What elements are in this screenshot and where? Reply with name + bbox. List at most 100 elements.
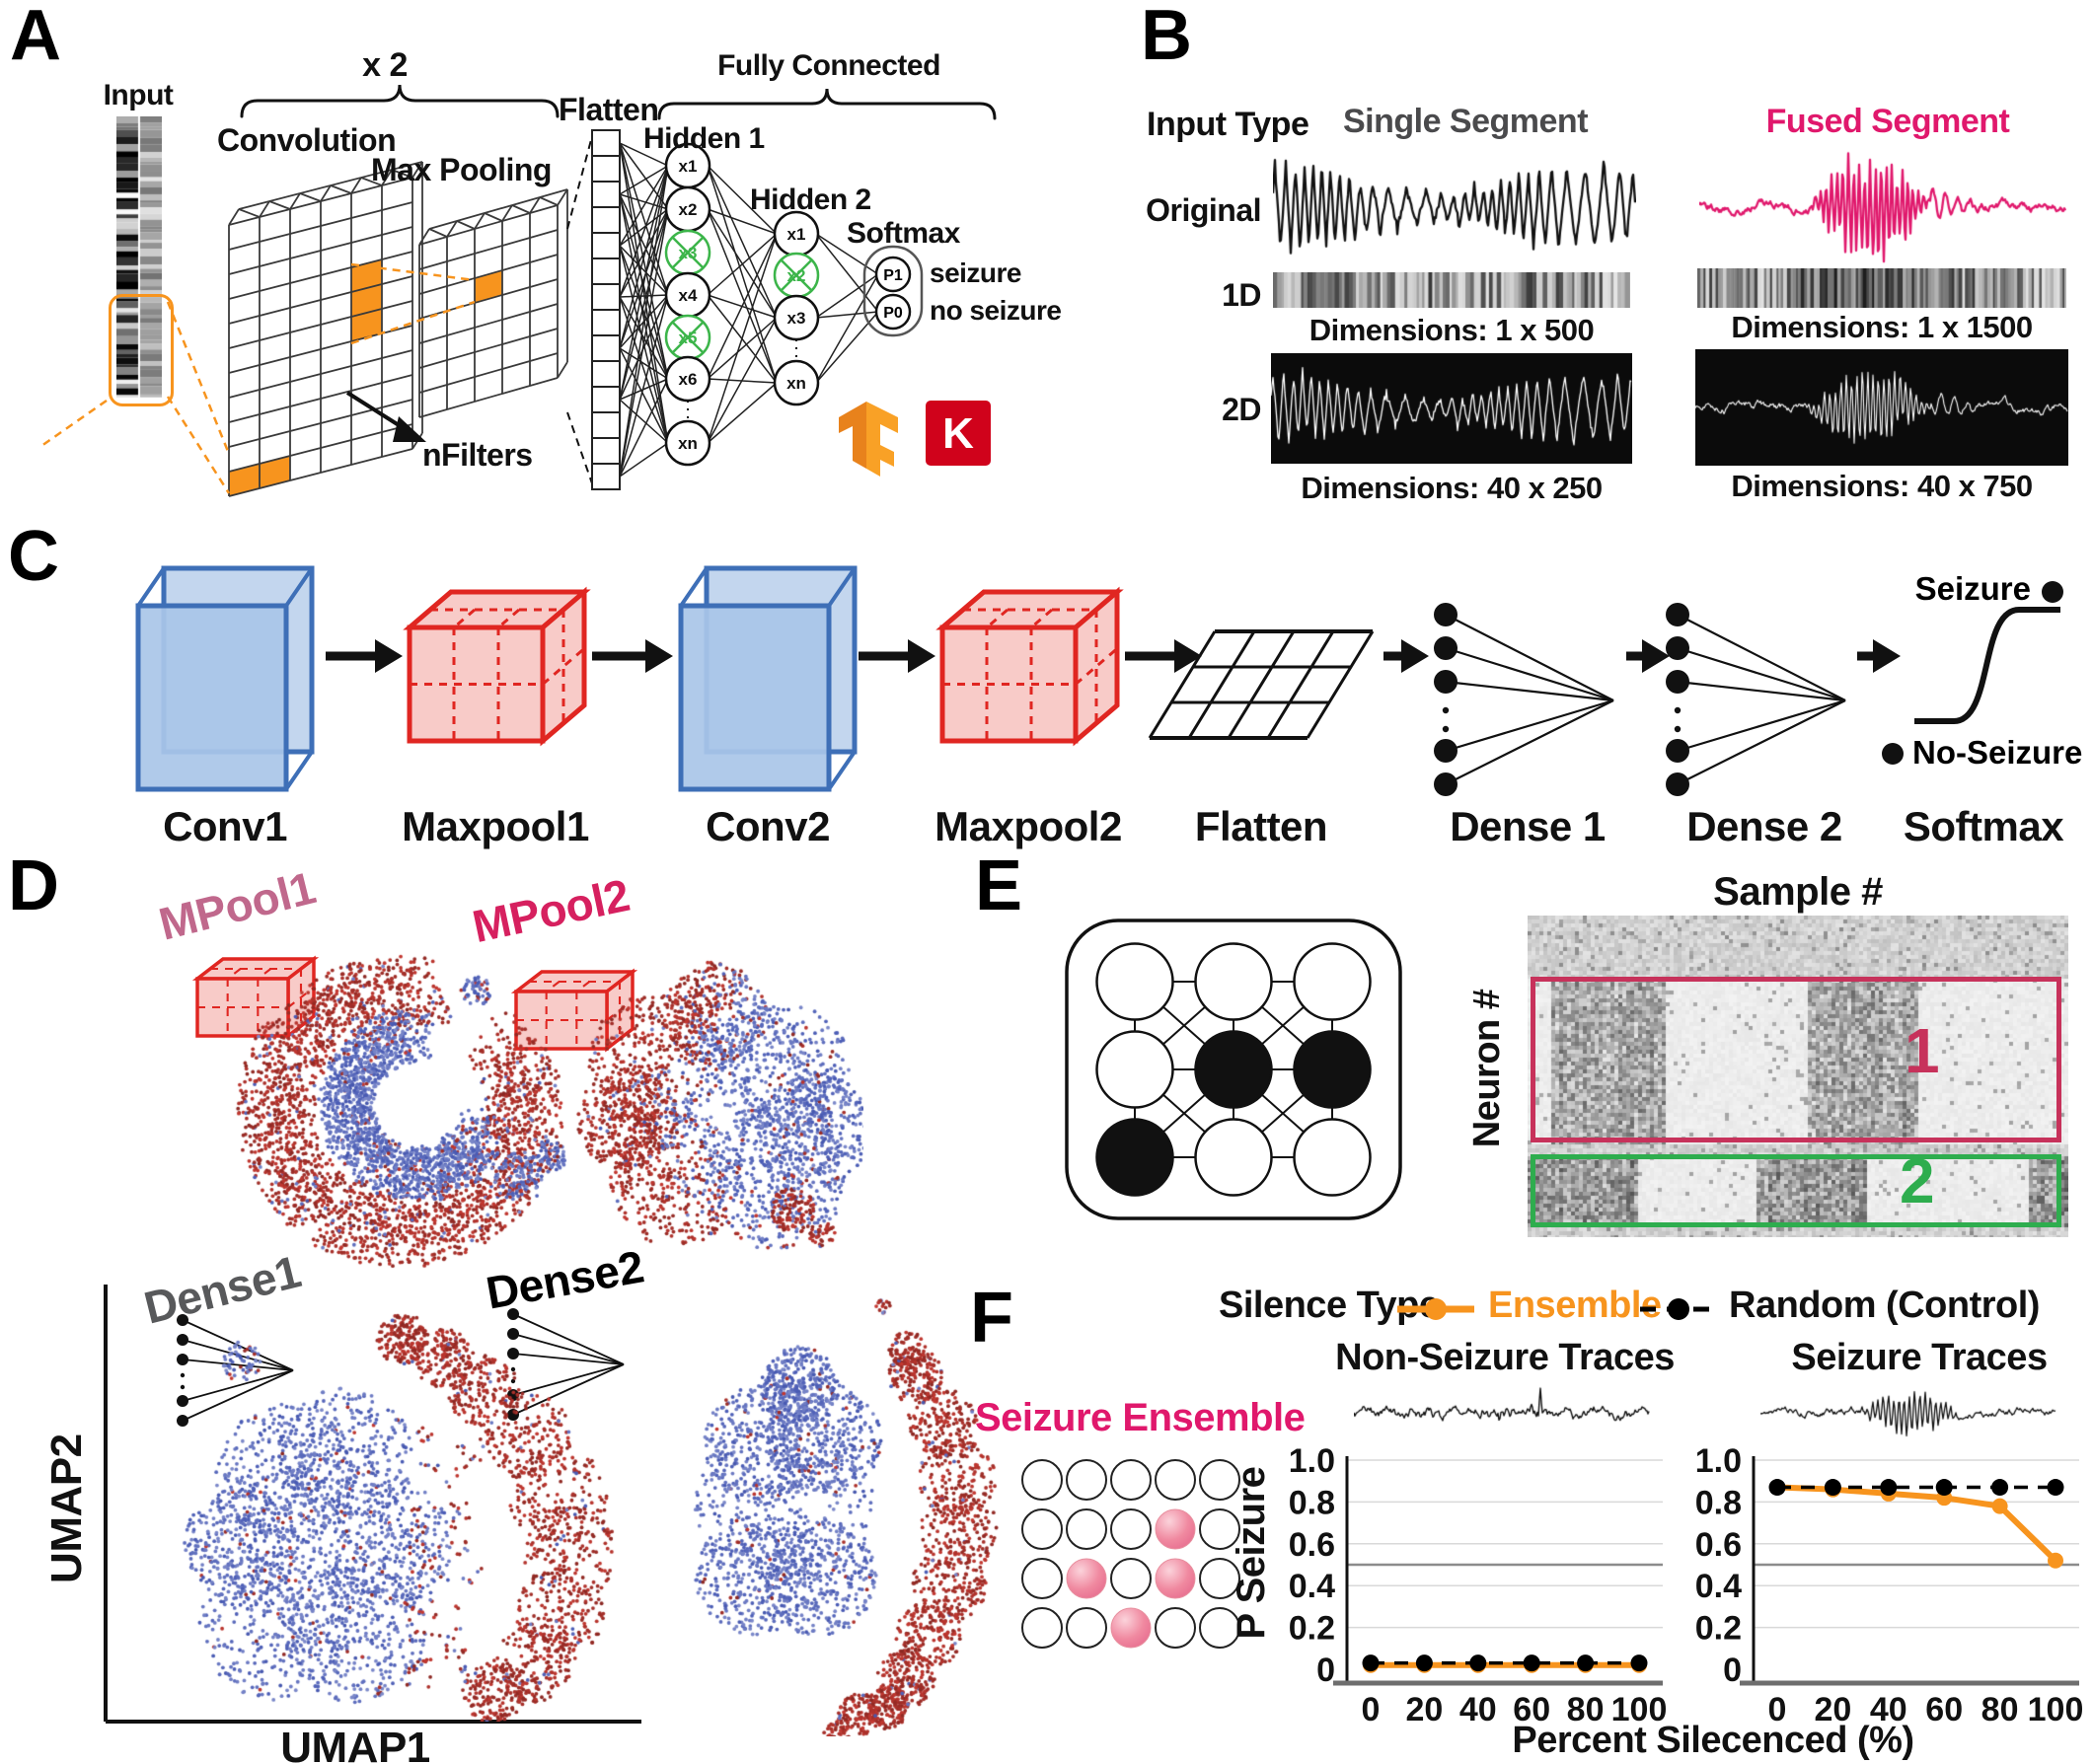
svg-text:0: 0 bbox=[1768, 1691, 1787, 1728]
seizure-ensemble-grid bbox=[1021, 1459, 1240, 1649]
percent-silenced-axis-label: Percent Silecenced (%) bbox=[1512, 1720, 1914, 1761]
ensemble-legend-label: Ensemble bbox=[1488, 1285, 1662, 1326]
pseizure-plot-seizure: 0 0.2 0.4 0.6 0.8 1.0 0 20 40 60 80 100 bbox=[1695, 1442, 2084, 1728]
convolution-label: Convolution bbox=[217, 122, 397, 158]
fully-connected-label: Fully Connected bbox=[717, 49, 940, 82]
svg-text:Seizure: Seizure bbox=[1915, 570, 2031, 607]
stage-label-conv1: Conv1 bbox=[163, 803, 287, 849]
stage-label-conv2: Conv2 bbox=[706, 803, 830, 849]
panel-e-label: E bbox=[975, 846, 1023, 925]
row-label-original: Original bbox=[1146, 192, 1261, 228]
svg-text:x1: x1 bbox=[679, 157, 698, 176]
svg-text:K: K bbox=[942, 409, 974, 458]
ensemble2-number: 2 bbox=[1900, 1145, 1935, 1216]
stage-label-maxpool1: Maxpool1 bbox=[402, 803, 589, 849]
umap-scatter-dense1 bbox=[148, 1297, 656, 1722]
pseizure-axis-label: P Seizure bbox=[1230, 1466, 1273, 1640]
svg-text:0: 0 bbox=[1362, 1691, 1381, 1728]
svg-text:P1: P1 bbox=[883, 267, 903, 284]
svg-text:0.6: 0.6 bbox=[1695, 1526, 1742, 1564]
fused-2d-image bbox=[1695, 349, 2068, 466]
stage-label-maxpool2: Maxpool2 bbox=[934, 803, 1122, 849]
ensemble-network-icon bbox=[1065, 919, 1402, 1220]
input-strip-image bbox=[116, 116, 162, 398]
svg-text:20: 20 bbox=[1814, 1691, 1851, 1728]
seizure-ensemble-label: Seizure Ensemble bbox=[975, 1396, 1306, 1439]
keras-logo: K bbox=[926, 401, 991, 466]
svg-text:0.4: 0.4 bbox=[1289, 1568, 1335, 1605]
input-highlight-box bbox=[109, 294, 174, 406]
dims-1d-single: Dimensions: 1 x 500 bbox=[1308, 313, 1595, 347]
max-pooling-label: Max Pooling bbox=[371, 152, 552, 187]
panel-c-label: C bbox=[8, 517, 59, 596]
dims-1d-fused: Dimensions: 1 x 1500 bbox=[1731, 310, 2033, 344]
svg-text:1.0: 1.0 bbox=[1289, 1442, 1335, 1480]
umap-scatter-mpool1 bbox=[222, 922, 577, 1297]
umap1-axis-label: UMAP1 bbox=[280, 1724, 430, 1764]
tensorflow-logo bbox=[839, 402, 898, 477]
svg-text:0.4: 0.4 bbox=[1695, 1568, 1742, 1605]
cnn-architecture-diagram: x1 x2 x3 x4 x5 x6 xn x1 x2 x3 xn P1 P0 K bbox=[40, 84, 997, 497]
dims-2d-single: Dimensions: 40 x 250 bbox=[1301, 471, 1603, 505]
svg-text:x2: x2 bbox=[787, 266, 806, 285]
hidden1-label: Hidden 1 bbox=[643, 122, 765, 155]
fused-original-waveform bbox=[1699, 143, 2066, 271]
fused-segment-header: Fused Segment bbox=[1765, 103, 2010, 140]
svg-text:0.8: 0.8 bbox=[1289, 1484, 1335, 1521]
svg-text:60: 60 bbox=[1513, 1691, 1550, 1728]
neuron-activity-heatmap bbox=[1528, 916, 2068, 1237]
input-label: Input bbox=[103, 79, 174, 111]
nfilters-label: nFilters bbox=[422, 437, 533, 473]
svg-text:x2: x2 bbox=[679, 200, 698, 219]
flatten-label: Flatten bbox=[559, 92, 659, 127]
svg-text:0: 0 bbox=[1316, 1652, 1335, 1689]
svg-text:xn: xn bbox=[786, 374, 806, 393]
stage-label-flatten: Flatten bbox=[1194, 803, 1328, 849]
random-legend-label: Random (Control) bbox=[1729, 1285, 2040, 1326]
umap-scatter-mpool2 bbox=[567, 952, 863, 1278]
svg-text:0: 0 bbox=[1723, 1652, 1742, 1689]
no-seizure-output-label: no seizure bbox=[930, 295, 1062, 326]
panel-d-label: D bbox=[8, 846, 59, 925]
panel-b-label: B bbox=[1141, 0, 1192, 75]
svg-text:0.8: 0.8 bbox=[1695, 1484, 1742, 1521]
svg-text:x1: x1 bbox=[787, 225, 806, 244]
random-legend-marker bbox=[1640, 1298, 1717, 1320]
pseizure-plot-nonseizure: 0 0.2 0.4 0.6 0.8 1.0 0 20 40 60 80 100 bbox=[1289, 1442, 1668, 1728]
svg-text:0.2: 0.2 bbox=[1695, 1610, 1742, 1648]
ensemble1-box bbox=[1531, 977, 2061, 1142]
seizure-plot-title: Seizure Traces bbox=[1791, 1337, 2048, 1378]
stage-label-dense1: Dense 1 bbox=[1450, 803, 1606, 849]
svg-text:x4: x4 bbox=[679, 286, 698, 305]
umap-scatter-dense2 bbox=[661, 1292, 1002, 1736]
neuron-axis-label: Neuron # bbox=[1466, 989, 1509, 1148]
row-label-1d: 1D bbox=[1222, 277, 1261, 313]
nonseizure-plot-title: Non-Seizure Traces bbox=[1335, 1337, 1675, 1378]
times2-label: x 2 bbox=[362, 46, 408, 84]
single-segment-header: Single Segment bbox=[1342, 103, 1589, 140]
single-2d-image bbox=[1271, 353, 1632, 464]
stage-label-softmax: Softmax bbox=[1903, 803, 2064, 849]
row-label-2d: 2D bbox=[1222, 392, 1261, 427]
single-1d-barcode bbox=[1273, 272, 1630, 308]
svg-text:x3: x3 bbox=[787, 309, 806, 328]
ensemble1-number: 1 bbox=[1905, 1015, 1940, 1086]
seizure-output-label: seizure bbox=[930, 257, 1022, 288]
svg-text:P0: P0 bbox=[883, 305, 903, 322]
svg-text:xn: xn bbox=[678, 434, 698, 453]
svg-text:60: 60 bbox=[1925, 1691, 1963, 1728]
dims-2d-fused: Dimensions: 40 x 750 bbox=[1731, 469, 2033, 503]
fused-1d-barcode bbox=[1697, 268, 2066, 308]
panel-f-label: F bbox=[970, 1279, 1013, 1358]
svg-text:100: 100 bbox=[1611, 1691, 1668, 1728]
svg-text:x3: x3 bbox=[679, 244, 698, 262]
svg-text:80: 80 bbox=[1981, 1691, 2019, 1728]
svg-text:1.0: 1.0 bbox=[1695, 1442, 1742, 1480]
svg-text:20: 20 bbox=[1405, 1691, 1443, 1728]
svg-text:0.2: 0.2 bbox=[1289, 1610, 1335, 1648]
silence-type-label: Silence Type bbox=[1219, 1285, 1440, 1326]
seizure-trace-inset bbox=[1760, 1381, 2056, 1442]
svg-text:40: 40 bbox=[1870, 1691, 1907, 1728]
svg-text:40: 40 bbox=[1459, 1691, 1497, 1728]
